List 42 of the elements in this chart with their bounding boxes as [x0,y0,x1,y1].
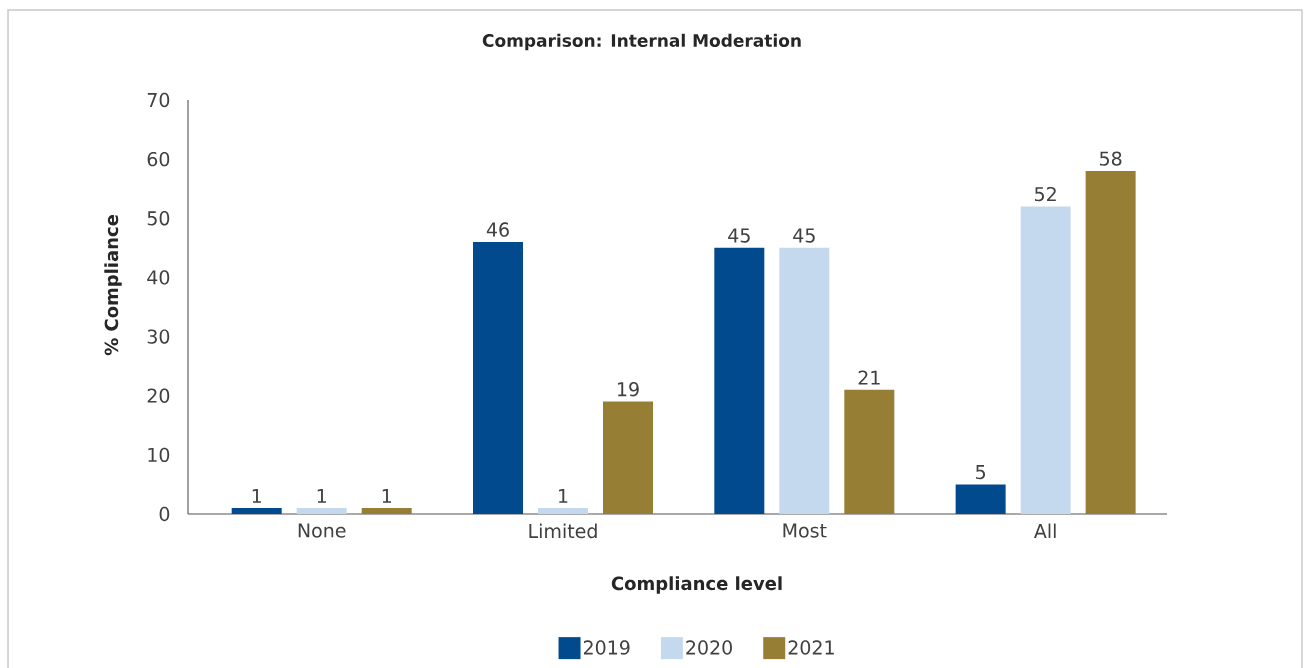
y-tick-label: 0 [159,506,170,522]
y-tick-label: 50 [147,211,170,226]
y-axis-title: % Compliance [104,214,122,356]
legend-label: 2021 [788,640,834,655]
bar [955,484,1006,514]
bar [296,508,347,514]
bar [603,401,654,514]
chart-title: Comparison: Internal Moderation [482,33,801,51]
x-tick-label: Limited [529,523,597,539]
data-label: 58 [1100,151,1122,166]
y-tick-label: 70 [147,92,170,108]
legend-label: 2019 [583,640,630,655]
data-label: 45 [793,228,815,243]
data-label: 52 [1035,186,1056,202]
y-tick-label: 60 [147,151,170,167]
x-tick-label: Most [783,523,827,538]
bar [538,508,589,514]
bar [779,247,830,514]
bar [361,508,412,514]
x-axis-title: Compliance level [611,576,782,594]
data-label: 46 [486,222,509,237]
bar [231,508,282,514]
bar [714,247,765,514]
y-tick-label: 30 [147,329,170,344]
data-label: 1 [559,489,568,503]
data-label: 45 [728,228,750,243]
data-label: 21 [858,370,880,385]
x-tick-label: None [298,523,346,538]
x-tick-label: All [1033,523,1056,538]
y-tick-label: 40 [147,270,170,285]
bar [1085,170,1136,514]
y-tick-label: 10 [148,447,170,463]
bar [844,389,895,514]
bar [473,241,524,514]
y-tick-label: 20 [147,388,170,403]
legend-label: 2020 [686,640,732,655]
data-label: 1 [317,489,326,503]
data-label: 5 [976,465,986,480]
data-label: 1 [252,489,261,503]
data-label: 1 [382,489,391,503]
data-label: 19 [618,382,639,397]
bar [1020,206,1071,514]
